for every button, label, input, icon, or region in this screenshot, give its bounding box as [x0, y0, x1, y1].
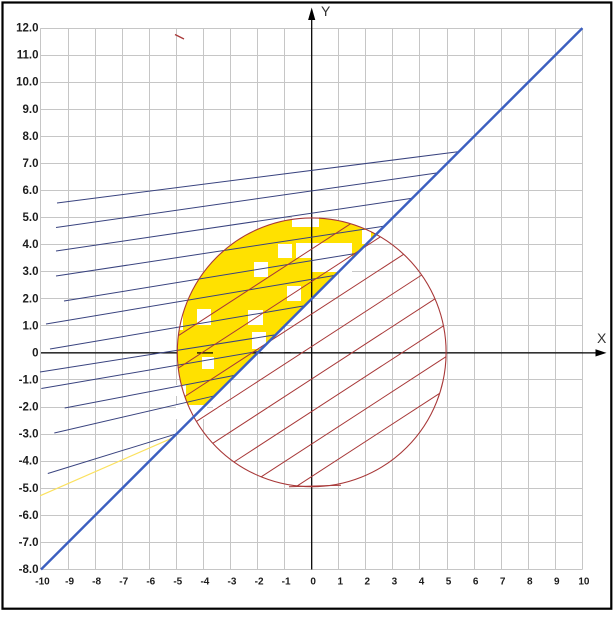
svg-text:-2.0: -2.0	[19, 402, 39, 414]
svg-text:8: 8	[527, 577, 533, 588]
svg-text:-7: -7	[119, 577, 128, 588]
svg-text:-1: -1	[282, 577, 291, 588]
svg-text:-3: -3	[228, 577, 237, 588]
svg-text:6: 6	[473, 577, 479, 588]
svg-text:-1.0: -1.0	[19, 375, 39, 387]
svg-text:-10: -10	[35, 577, 50, 588]
svg-text:1: 1	[338, 577, 344, 588]
svg-text:12.0: 12.0	[16, 23, 38, 35]
svg-text:X: X	[597, 330, 607, 346]
svg-text:6.0: 6.0	[23, 185, 39, 197]
svg-text:-2: -2	[255, 577, 264, 588]
svg-text:10: 10	[578, 577, 590, 588]
svg-text:10.0: 10.0	[16, 77, 38, 89]
svg-text:9: 9	[554, 577, 560, 588]
svg-text:1.0: 1.0	[23, 320, 39, 332]
svg-text:-6: -6	[146, 577, 155, 588]
svg-text:-6.0: -6.0	[19, 510, 39, 522]
svg-text:-5.0: -5.0	[19, 483, 39, 495]
svg-text:9.0: 9.0	[23, 104, 39, 116]
svg-text:-3.0: -3.0	[19, 429, 39, 441]
svg-text:-4: -4	[200, 577, 209, 588]
svg-text:11.0: 11.0	[17, 50, 39, 62]
svg-text:-8.0: -8.0	[19, 564, 39, 576]
svg-text:0: 0	[32, 347, 38, 359]
svg-text:-8: -8	[92, 577, 101, 588]
svg-text:4: 4	[419, 577, 425, 588]
svg-text:2: 2	[365, 577, 371, 588]
svg-text:3.0: 3.0	[23, 266, 39, 278]
svg-text:8.0: 8.0	[23, 131, 39, 143]
svg-text:4.0: 4.0	[23, 239, 39, 251]
svg-text:7: 7	[500, 577, 506, 588]
svg-text:0: 0	[310, 577, 316, 588]
svg-text:Y: Y	[321, 3, 331, 19]
svg-text:7.0: 7.0	[23, 158, 39, 170]
svg-text:3: 3	[392, 577, 398, 588]
svg-text:5: 5	[446, 577, 452, 588]
svg-text:2.0: 2.0	[23, 293, 39, 305]
svg-text:-7.0: -7.0	[19, 537, 39, 549]
svg-text:5.0: 5.0	[23, 212, 39, 224]
svg-text:-9: -9	[65, 577, 74, 588]
svg-text:-5: -5	[173, 577, 182, 588]
svg-text:-4.0: -4.0	[19, 456, 39, 468]
